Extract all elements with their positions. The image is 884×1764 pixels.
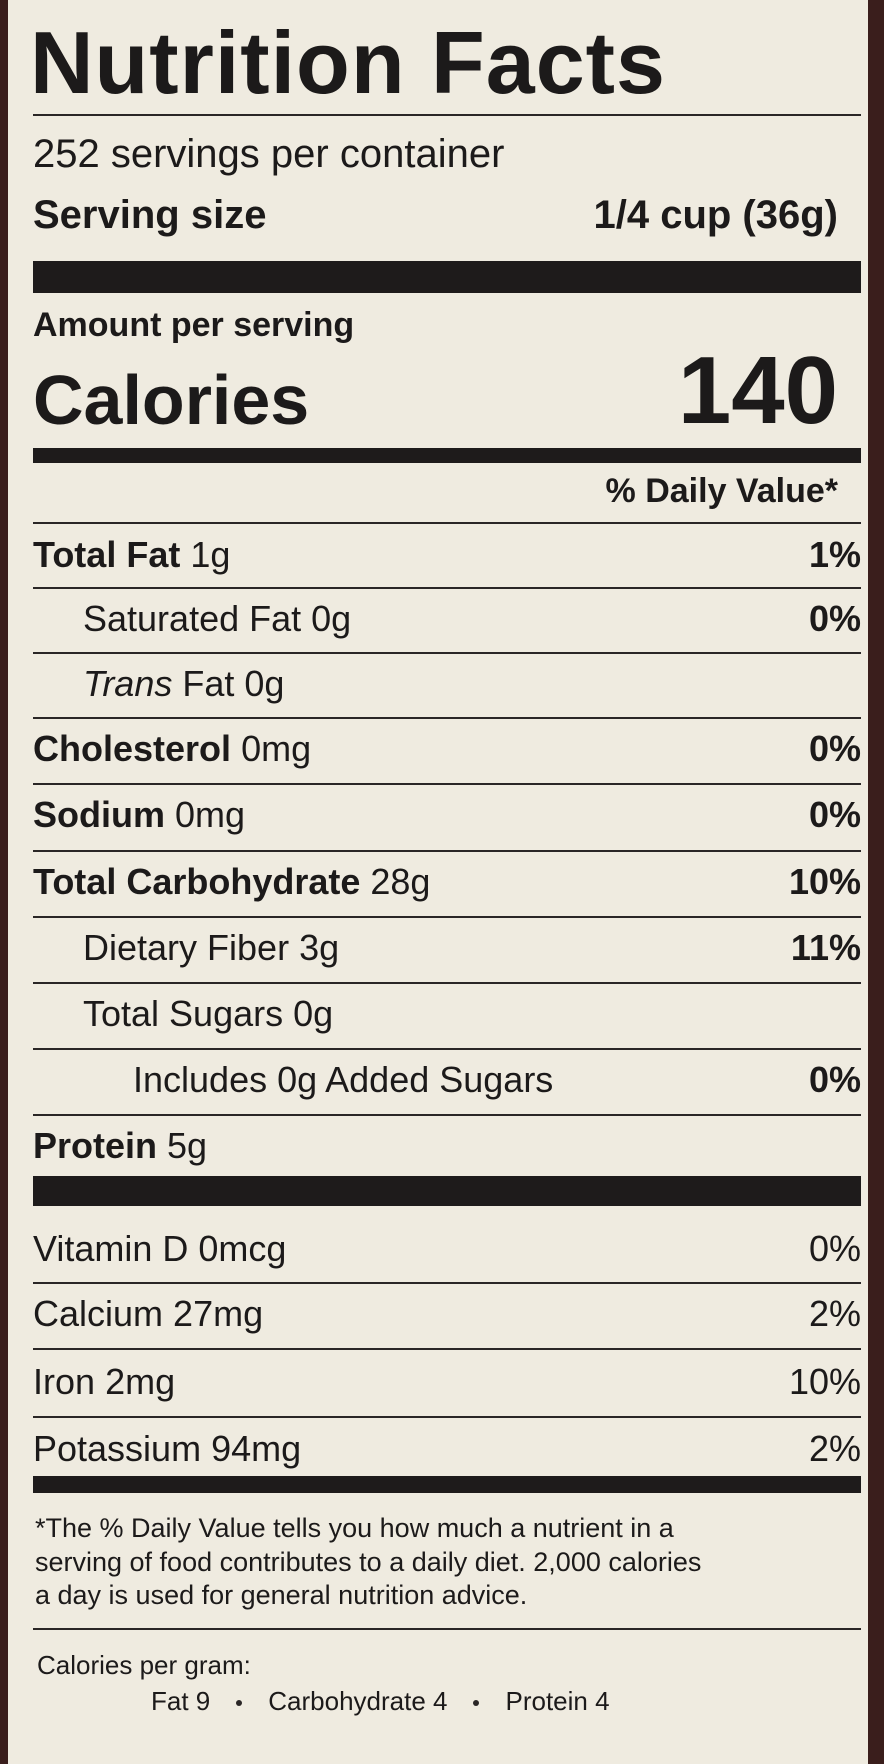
dv: 10%: [788, 1361, 861, 1402]
amount: 2mg: [105, 1361, 176, 1402]
nutrient-row: Dietary Fiber 3g 11%: [33, 916, 861, 980]
footnote-line: *The % Daily Value tells you how much a …: [35, 1513, 674, 1543]
rule: [33, 783, 861, 785]
medium-bar: [33, 1476, 861, 1493]
amount: 3g: [299, 927, 340, 968]
label: Dietary Fiber: [83, 927, 290, 968]
item: Protein 4: [505, 1686, 610, 1716]
medium-bar: [33, 448, 861, 463]
nutrient-row: Saturated Fat 0g 0%: [33, 587, 861, 651]
dv: 0%: [808, 598, 861, 639]
nutrient-row: Sodium 0mg 0%: [33, 783, 861, 847]
amount: 0mg: [241, 728, 312, 769]
vitamin-row: Potassium 94mg 2%: [33, 1417, 861, 1481]
nutrient-row: Protein 5g: [33, 1114, 861, 1178]
label: Calcium: [33, 1293, 164, 1334]
label: Iron: [33, 1361, 96, 1402]
rule: [33, 1282, 861, 1284]
nutrition-label: Nutrition Facts 252 servings per contain…: [8, 0, 868, 1764]
nutrient-row: Total Sugars 0g: [33, 982, 861, 1046]
amount: 94mg: [211, 1428, 302, 1469]
amount: 5g: [167, 1125, 208, 1166]
label: Vitamin D: [33, 1228, 189, 1269]
dv: 0%: [808, 728, 861, 769]
label: Total Carbohydrate: [33, 861, 361, 902]
amount: 0g: [244, 663, 285, 704]
label: Saturated Fat: [83, 598, 302, 639]
thick-bar: [33, 261, 861, 293]
dv: 1%: [808, 534, 861, 575]
vitamin-row: Calcium 27mg 2%: [33, 1282, 861, 1346]
nutrient-row: Total Carbohydrate 28g 10%: [33, 850, 861, 914]
vitamin-row: Iron 2mg 10%: [33, 1350, 861, 1414]
title: Nutrition Facts: [30, 13, 666, 112]
nutrient-row: Trans Fat 0g: [33, 652, 861, 716]
servings: 252 servings per container: [33, 132, 505, 176]
rule: [33, 1416, 861, 1418]
footnote-line: a day is used for general nutrition advi…: [35, 1580, 528, 1610]
separator: [473, 1700, 480, 1707]
label: Potassium: [33, 1428, 202, 1469]
label: Cholesterol: [33, 728, 232, 769]
footnote-line: serving of food contributes to a daily d…: [35, 1547, 702, 1577]
rule: [33, 717, 861, 719]
rule: [33, 916, 861, 918]
rule: [33, 1114, 861, 1116]
daily-value-header: % Daily Value*: [605, 472, 838, 510]
rule: [33, 114, 861, 116]
rule: [33, 1348, 861, 1350]
dv: 0%: [808, 1228, 861, 1269]
item: Carbohydrate 4: [268, 1686, 448, 1716]
amount-per-serving: Amount per serving: [33, 306, 355, 344]
rule: [33, 850, 861, 852]
dv: 0%: [808, 1059, 861, 1100]
label-italic: Trans: [83, 663, 173, 704]
amount: 27mg: [173, 1293, 264, 1334]
serving-size-value: 1/4 cup (36g): [593, 193, 838, 237]
amount: 0mcg: [198, 1228, 287, 1269]
nutrient-row: Total Fat 1g 1%: [33, 523, 861, 587]
label: Sodium: [33, 794, 165, 835]
nutrient-row: Includes 0g Added Sugars 0%: [33, 1048, 861, 1112]
amount: 28g: [370, 861, 431, 902]
thick-bar: [33, 1176, 861, 1206]
calories-per-gram: Fat 9 Carbohydrate 4 Protein 4: [151, 1686, 610, 1717]
amount: 0g: [293, 993, 334, 1034]
rule: [33, 1628, 861, 1630]
vitamin-row: Vitamin D 0mcg 0%: [33, 1217, 861, 1281]
label: Includes 0g Added Sugars: [133, 1059, 554, 1100]
separator: [236, 1700, 243, 1707]
calories-value: 140: [677, 337, 838, 444]
rule: [33, 652, 861, 654]
rule: [33, 522, 861, 524]
label: Total Sugars: [83, 993, 284, 1034]
item: Fat 9: [151, 1686, 211, 1716]
dv: 2%: [808, 1293, 861, 1334]
dv: 10%: [788, 861, 861, 902]
calories-per-gram-label: Calories per gram:: [37, 1650, 251, 1680]
dv: 0%: [808, 794, 861, 835]
amount: 0mg: [175, 794, 246, 835]
nutrient-row: Cholesterol 0mg 0%: [33, 717, 861, 781]
dv: 2%: [808, 1428, 861, 1469]
serving-size-label: Serving size: [33, 193, 267, 237]
calories-label: Calories: [33, 361, 310, 439]
rule: [33, 587, 861, 589]
label: Protein: [33, 1125, 158, 1166]
label: Fat: [182, 663, 235, 704]
dv: 11%: [790, 927, 861, 968]
label: Total Fat: [33, 534, 181, 575]
amount: 1g: [190, 534, 231, 575]
rule: [33, 1048, 861, 1050]
rule: [33, 982, 861, 984]
amount: 0g: [311, 598, 352, 639]
